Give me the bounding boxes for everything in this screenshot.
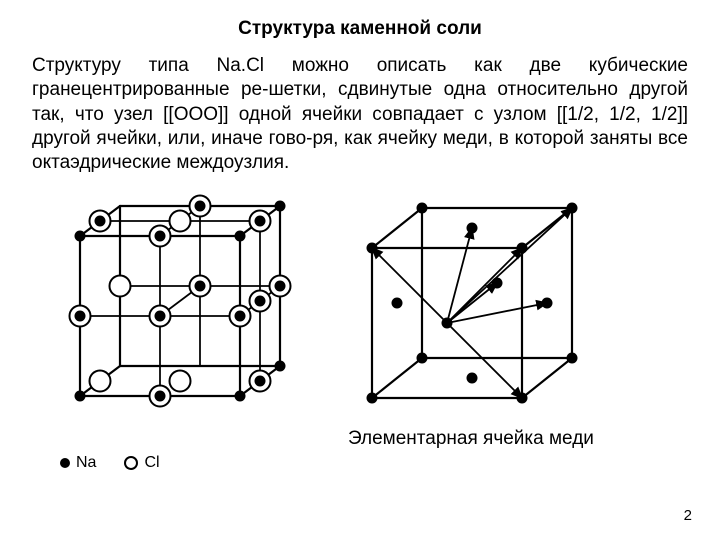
figure-cu: Элементарная ячейка меди bbox=[342, 188, 602, 450]
legend-na-label: Na bbox=[76, 454, 96, 472]
legend-na: Na bbox=[60, 454, 96, 472]
na-swatch-icon bbox=[60, 458, 70, 468]
cu-diagram bbox=[342, 188, 602, 418]
figure-nacl: Na Cl bbox=[52, 188, 302, 472]
page-number: 2 bbox=[684, 507, 692, 524]
legend: Na Cl bbox=[60, 454, 302, 472]
caption-cu: Элементарная ячейка меди bbox=[342, 428, 602, 450]
page-title: Структура каменной соли bbox=[32, 18, 688, 40]
nacl-diagram bbox=[52, 188, 302, 448]
cl-swatch-icon bbox=[124, 456, 138, 470]
body-paragraph: Структуру типа Na.Cl можно описать как д… bbox=[32, 54, 688, 176]
figures-row: Na Cl Элементарная ячейка меди bbox=[52, 188, 688, 472]
legend-cl: Cl bbox=[124, 454, 159, 472]
legend-cl-label: Cl bbox=[144, 454, 159, 472]
